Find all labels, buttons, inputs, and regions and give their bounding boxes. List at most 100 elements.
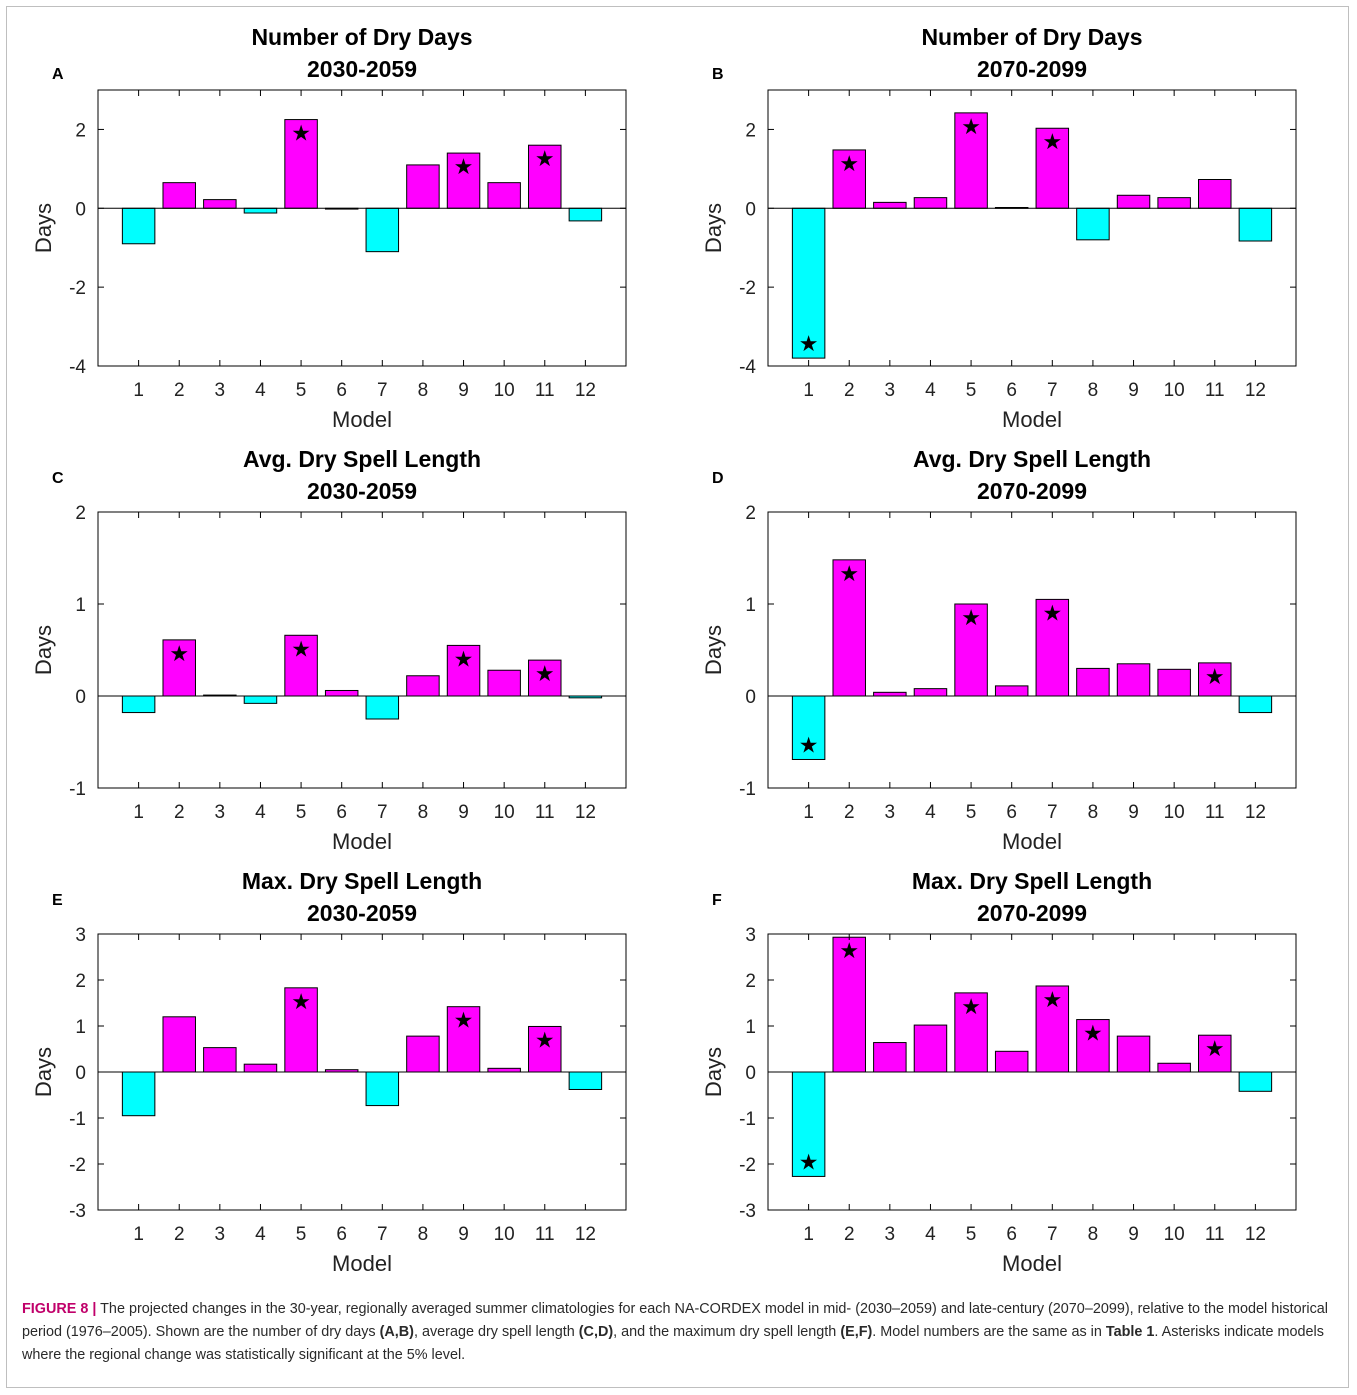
panel-letter: B xyxy=(712,66,724,83)
bar xyxy=(284,987,318,1073)
significance-asterisk: ★ xyxy=(1083,1022,1103,1047)
x-tick-label: 1 xyxy=(133,1224,144,1245)
x-tick-label: 7 xyxy=(1047,1224,1058,1245)
bar xyxy=(1035,127,1070,209)
bar xyxy=(1157,668,1191,697)
panel-e: E Max. Dry Spell Length 2030-2059 ★ ★ ★ -3 -2 -… xyxy=(14,862,684,1282)
significance-asterisk: ★ xyxy=(535,1028,555,1053)
bar xyxy=(406,164,440,209)
chart-subtitle: 2070-2099 xyxy=(977,56,1087,82)
x-tick-label: 12 xyxy=(575,1224,596,1245)
y-tick-label: 1 xyxy=(75,595,86,616)
y-tick-label: -2 xyxy=(69,278,86,299)
y-axis-label: Days xyxy=(31,203,56,253)
x-tick-label: 7 xyxy=(1047,380,1058,401)
chart-title: Max. Dry Spell Length xyxy=(912,868,1152,894)
x-tick-label: 12 xyxy=(1245,380,1266,401)
bar xyxy=(487,1067,521,1073)
y-tick-label: -4 xyxy=(69,357,86,378)
x-tick-label: 5 xyxy=(966,380,977,401)
plot-frame xyxy=(97,89,627,367)
bar xyxy=(284,119,318,209)
y-tick-label: -4 xyxy=(739,357,756,378)
x-tick-label: 6 xyxy=(336,380,347,401)
caption-bold-ref: (C,D) xyxy=(578,1324,614,1340)
bar xyxy=(121,695,156,714)
x-tick-label: 3 xyxy=(215,1224,226,1245)
x-tick-label: 4 xyxy=(255,380,266,401)
x-axis-label: Model xyxy=(332,407,392,432)
significance-asterisk: ★ xyxy=(799,1150,819,1175)
bar xyxy=(791,207,826,359)
x-tick-label: 2 xyxy=(174,1224,185,1245)
y-tick-label: 3 xyxy=(75,925,86,946)
x-tick-label: 10 xyxy=(1164,1224,1185,1245)
bar xyxy=(162,182,196,209)
bar xyxy=(568,1071,603,1090)
significance-asterisk: ★ xyxy=(454,1009,474,1034)
bar xyxy=(203,1047,237,1073)
bar-chart-e: Max. Dry Spell Length 2030-2059 ★ ★ ★ -3 -2 -1 0… xyxy=(31,868,627,1276)
bar xyxy=(791,695,826,760)
x-tick-label: 8 xyxy=(1088,802,1099,823)
bar xyxy=(243,695,278,704)
bar xyxy=(446,152,481,209)
panel-letter: A xyxy=(52,66,64,83)
x-tick-label: 7 xyxy=(377,1224,388,1245)
y-tick-label: 2 xyxy=(745,971,756,992)
x-tick-label: 1 xyxy=(803,1224,814,1245)
y-tick-label: -2 xyxy=(739,1155,756,1176)
y-tick-label: 0 xyxy=(745,687,756,708)
bar xyxy=(528,1025,562,1073)
chart-title: Avg. Dry Spell Length xyxy=(913,446,1151,472)
bar xyxy=(994,1050,1029,1073)
x-tick-label: 1 xyxy=(133,380,144,401)
y-tick-label: 0 xyxy=(745,199,756,220)
bar xyxy=(832,149,866,209)
y-tick-label: 2 xyxy=(75,503,86,524)
caption-bold-ref: (E,F) xyxy=(840,1324,873,1340)
chart-subtitle: 2030-2059 xyxy=(307,900,417,926)
y-tick-label: 3 xyxy=(745,925,756,946)
bar xyxy=(954,112,988,209)
x-tick-label: 8 xyxy=(418,380,429,401)
x-tick-label: 5 xyxy=(966,1224,977,1245)
significance-asterisk: ★ xyxy=(169,642,189,667)
y-tick-label: -2 xyxy=(739,278,756,299)
bar xyxy=(994,685,1029,697)
bar xyxy=(1238,207,1273,242)
x-tick-label: 8 xyxy=(1088,1224,1099,1245)
significance-asterisk: ★ xyxy=(799,733,819,758)
bar xyxy=(873,691,907,697)
x-tick-label: 8 xyxy=(1088,380,1099,401)
chart-title: Number of Dry Days xyxy=(921,24,1142,50)
caption-label: FIGURE 8 | xyxy=(22,1301,97,1317)
x-tick-label: 3 xyxy=(215,802,226,823)
x-tick-label: 9 xyxy=(458,1224,469,1245)
bar xyxy=(1116,194,1151,209)
x-axis-label: Model xyxy=(1002,829,1062,854)
significance-asterisk: ★ xyxy=(454,155,474,180)
x-tick-label: 5 xyxy=(966,802,977,823)
x-tick-label: 11 xyxy=(1205,802,1225,823)
bar xyxy=(1238,695,1273,714)
y-tick-label: 2 xyxy=(75,971,86,992)
significance-asterisk: ★ xyxy=(839,939,859,964)
panel-b: B Number of Dry Days 2070-2099 ★ ★ ★ ★ -4 -2 0 2 1… xyxy=(684,18,1354,438)
significance-asterisk: ★ xyxy=(839,152,859,177)
bar xyxy=(365,695,400,720)
bar xyxy=(446,1006,481,1073)
y-tick-label: -1 xyxy=(739,779,756,800)
x-tick-label: 12 xyxy=(575,802,596,823)
x-tick-label: 10 xyxy=(494,802,515,823)
x-tick-label: 11 xyxy=(1205,1224,1225,1245)
chart-title: Number of Dry Days xyxy=(251,24,472,50)
x-tick-label: 11 xyxy=(535,802,555,823)
chart-subtitle: 2030-2059 xyxy=(307,478,417,504)
significance-asterisk: ★ xyxy=(454,647,474,672)
bar xyxy=(1157,1062,1191,1073)
bar xyxy=(1035,985,1070,1073)
bar xyxy=(1198,179,1232,209)
y-tick-label: -2 xyxy=(69,1155,86,1176)
